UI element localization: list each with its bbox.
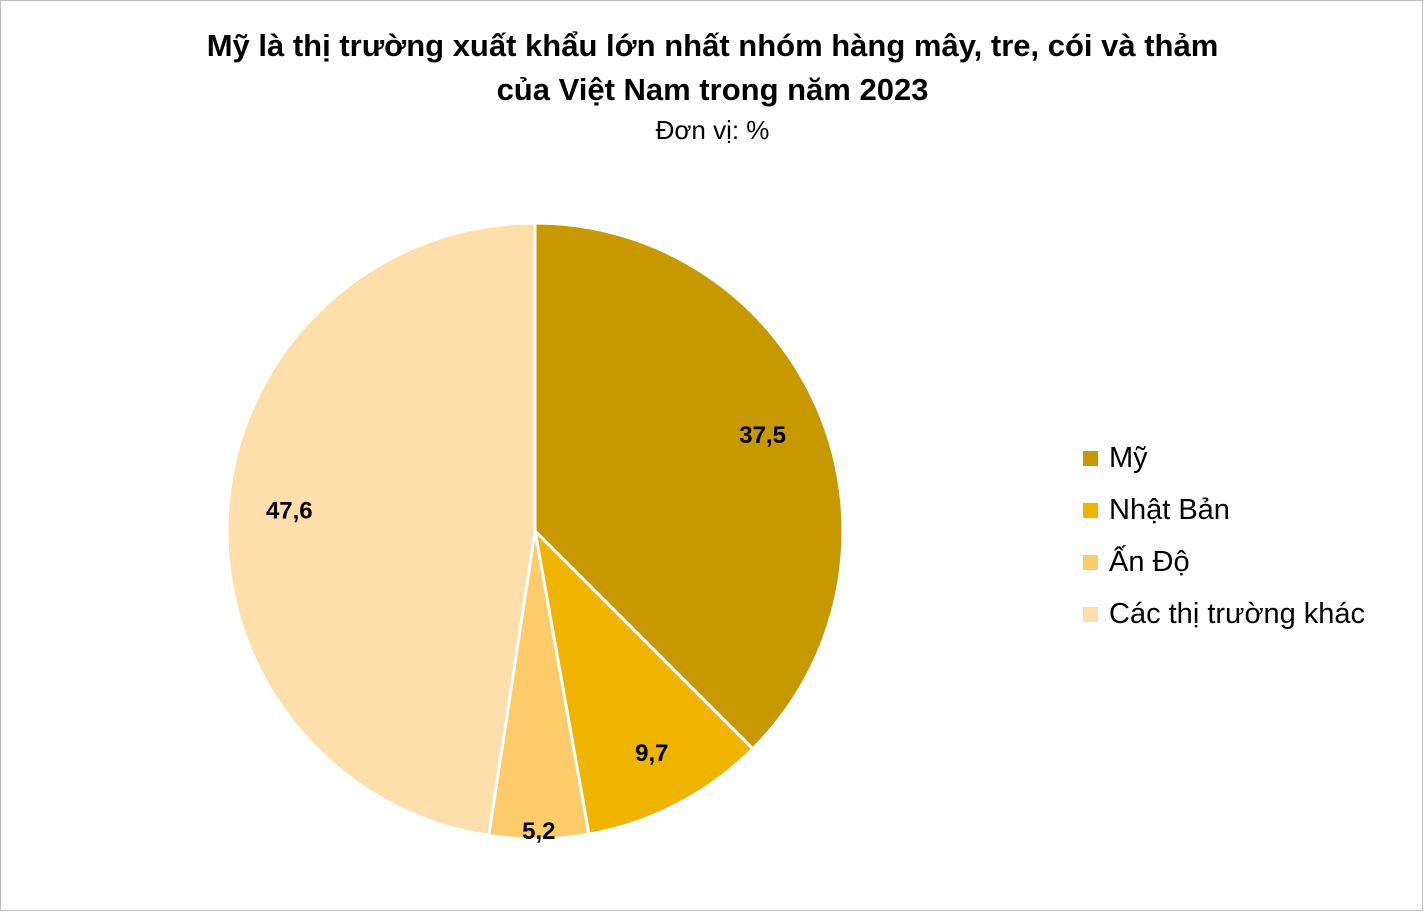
chart-title-line-2: của Việt Nam trong năm 2023 (496, 72, 929, 107)
chart-title: Mỹ là thị trường xuất khẩu lớn nhất nhóm… (0, 24, 1425, 112)
pie-slice-my (533, 221, 845, 751)
legend-label-cac-thi-truong-khac: Các thị trường khác (1109, 597, 1366, 630)
data-label-nhat-ban: 9,7 (635, 740, 668, 767)
pie-data-labels: 37,5 9,7 5,2 47,6 (266, 422, 786, 845)
chart-subtitle: Đơn vị: % (655, 115, 770, 145)
data-label-an-do: 5,2 (522, 818, 555, 845)
chart-legend: Mỹ Nhật Bản Ấn Độ Các thị trường khác (1083, 432, 1413, 640)
legend-label-my: Mỹ (1109, 441, 1148, 474)
legend-swatch-my (1083, 450, 1098, 466)
data-label-cac-thi-truong-khac: 47,6 (266, 498, 313, 525)
legend-item-an-do: Ấn Độ (1083, 536, 1413, 588)
chart-title-line-1: Mỹ là thị trường xuất khẩu lớn nhất nhóm… (206, 28, 1219, 63)
legend-label-an-do: Ấn Độ (1109, 545, 1190, 578)
legend-item-nhat-ban: Nhật Bản (1083, 484, 1413, 536)
legend-swatch-an-do (1083, 554, 1098, 570)
pie-slices (225, 221, 845, 841)
legend-item-cac-thi-truong-khac: Các thị trường khác (1083, 588, 1413, 640)
legend-label-nhat-ban: Nhật Bản (1109, 493, 1230, 526)
data-label-my: 37,5 (739, 422, 786, 449)
legend-item-my: Mỹ (1083, 432, 1413, 484)
legend-swatch-cac-thi-truong-khac (1083, 606, 1098, 622)
pie-slice-cac-thi-truong-khac (225, 221, 537, 837)
pie-slice-nhat-ban (533, 529, 755, 836)
legend-swatch-nhat-ban (1083, 502, 1098, 518)
